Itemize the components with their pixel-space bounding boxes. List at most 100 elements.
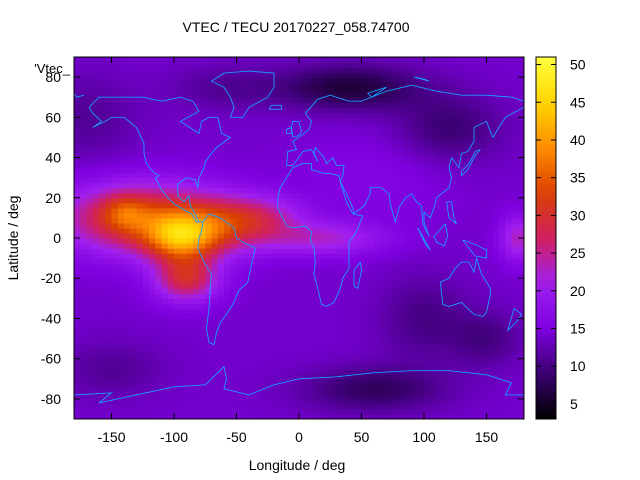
heatmap-cell bbox=[161, 187, 169, 194]
heatmap-cell bbox=[436, 122, 444, 128]
heatmap-cell bbox=[130, 383, 138, 390]
heatmap-cell bbox=[242, 132, 250, 139]
heatmap-cell bbox=[174, 222, 181, 229]
heatmap-cell bbox=[199, 202, 206, 209]
heatmap-cell bbox=[117, 72, 125, 78]
heatmap-cell bbox=[117, 408, 125, 415]
heatmap-cell bbox=[186, 167, 194, 174]
heatmap-cell bbox=[105, 278, 113, 284]
heatmap-cell bbox=[374, 142, 381, 149]
heatmap-cell bbox=[74, 388, 81, 395]
heatmap-cell bbox=[367, 152, 375, 159]
heatmap-cell bbox=[192, 253, 200, 259]
heatmap-cell bbox=[505, 232, 513, 239]
heatmap-cell bbox=[130, 398, 138, 405]
heatmap-cell bbox=[430, 132, 438, 139]
heatmap-cell bbox=[192, 102, 200, 108]
heatmap-cell bbox=[149, 72, 156, 78]
heatmap-cell bbox=[455, 232, 463, 239]
heatmap-cell bbox=[455, 202, 463, 209]
heatmap-cell bbox=[380, 87, 388, 93]
heatmap-cell bbox=[280, 408, 288, 415]
heatmap-cell bbox=[392, 152, 400, 159]
heatmap-cell bbox=[336, 102, 344, 108]
heatmap-cell bbox=[86, 263, 94, 269]
heatmap-cell bbox=[499, 298, 506, 304]
heatmap-cell bbox=[130, 373, 138, 380]
heatmap-cell bbox=[367, 147, 375, 154]
heatmap-cell bbox=[449, 147, 456, 154]
heatmap-cell bbox=[80, 273, 88, 279]
heatmap-cell bbox=[249, 122, 256, 128]
heatmap-cell bbox=[461, 72, 469, 78]
heatmap-cell bbox=[230, 308, 238, 315]
heatmap-cell bbox=[411, 107, 419, 113]
heatmap-cell bbox=[505, 318, 513, 325]
heatmap-cell bbox=[136, 273, 144, 279]
heatmap-cell bbox=[280, 182, 288, 189]
heatmap-cell bbox=[405, 122, 413, 128]
heatmap-cell bbox=[486, 408, 494, 415]
heatmap-cell bbox=[386, 293, 394, 299]
heatmap-cell bbox=[474, 383, 481, 390]
heatmap-cell bbox=[486, 353, 494, 360]
heatmap-cell bbox=[317, 192, 325, 199]
heatmap-cell bbox=[249, 107, 256, 113]
heatmap-cell bbox=[167, 338, 175, 345]
heatmap-cell bbox=[292, 378, 300, 385]
heatmap-cell bbox=[299, 343, 306, 350]
heatmap-cell bbox=[174, 313, 181, 320]
heatmap-cell bbox=[111, 187, 119, 194]
heatmap-cell bbox=[342, 273, 350, 279]
heatmap-cell bbox=[436, 167, 444, 174]
heatmap-cell bbox=[211, 182, 219, 189]
heatmap-cell bbox=[324, 263, 331, 269]
heatmap-cell bbox=[455, 263, 463, 269]
heatmap-cell bbox=[430, 167, 438, 174]
heatmap-cell bbox=[349, 142, 356, 149]
heatmap-cell bbox=[299, 398, 306, 405]
heatmap-cell bbox=[180, 313, 188, 320]
heatmap-cell bbox=[399, 97, 406, 103]
heatmap-cell bbox=[242, 142, 250, 149]
heatmap-cell bbox=[455, 353, 463, 360]
heatmap-cell bbox=[161, 207, 169, 214]
heatmap-cell bbox=[280, 393, 288, 400]
heatmap-cell bbox=[292, 162, 300, 169]
heatmap-cell bbox=[292, 207, 300, 214]
heatmap-cell bbox=[261, 202, 269, 209]
heatmap-cell bbox=[511, 398, 519, 405]
heatmap-cell bbox=[280, 293, 288, 299]
heatmap-cell bbox=[92, 142, 100, 149]
heatmap-cell bbox=[99, 358, 106, 365]
heatmap-cell bbox=[305, 222, 313, 229]
heatmap-cell bbox=[155, 107, 163, 113]
heatmap-cell bbox=[442, 97, 450, 103]
heatmap-cell bbox=[242, 182, 250, 189]
heatmap-cell bbox=[130, 253, 138, 259]
heatmap-cell bbox=[499, 127, 506, 134]
heatmap-cell bbox=[130, 343, 138, 350]
heatmap-cell bbox=[436, 383, 444, 390]
heatmap-cell bbox=[405, 107, 413, 113]
heatmap-cell bbox=[280, 222, 288, 229]
heatmap-cell bbox=[480, 283, 488, 289]
heatmap-cell bbox=[486, 323, 494, 330]
heatmap-cell bbox=[142, 408, 150, 415]
heatmap-cell bbox=[442, 77, 450, 83]
heatmap-cell bbox=[274, 147, 281, 154]
heatmap-cell bbox=[161, 232, 169, 239]
heatmap-cell bbox=[405, 248, 413, 254]
heatmap-cell bbox=[436, 353, 444, 360]
heatmap-cell bbox=[430, 238, 438, 244]
heatmap-cell bbox=[367, 258, 375, 264]
heatmap-cell bbox=[136, 202, 144, 209]
heatmap-cell bbox=[455, 303, 463, 309]
heatmap-cell bbox=[430, 162, 438, 169]
heatmap-cell bbox=[192, 192, 200, 199]
heatmap-cell bbox=[374, 207, 381, 214]
heatmap-cell bbox=[461, 323, 469, 330]
heatmap-cell bbox=[374, 378, 381, 385]
heatmap-cell bbox=[505, 293, 513, 299]
heatmap-cell bbox=[461, 408, 469, 415]
